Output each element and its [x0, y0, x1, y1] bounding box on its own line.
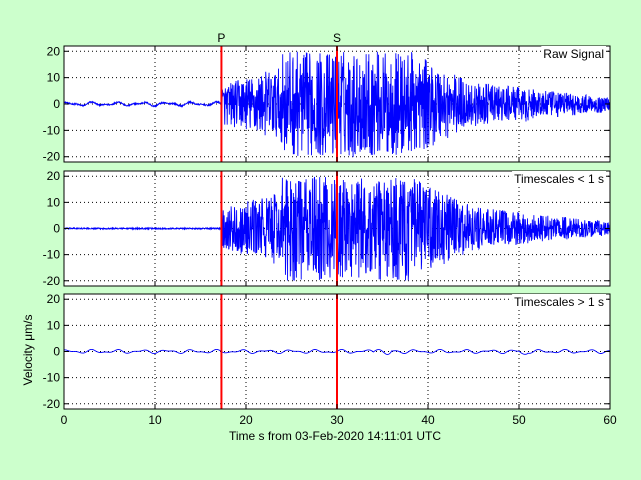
y-axis-label: Velocity μm/s	[21, 315, 35, 386]
panel-1: -20 -10 0 10 20 Raw Signal P S	[43, 31, 611, 164]
y-tick-label: -20	[43, 150, 61, 164]
x-tick-label: 40	[421, 413, 435, 427]
panel-2: -20 -10 0 10 20 Timescales < 1 s	[43, 169, 611, 288]
phase-label-p: P	[217, 31, 225, 45]
y-tick-label: 0	[53, 222, 60, 236]
y-tick-label: -10	[43, 123, 61, 137]
panel-label-background	[512, 294, 606, 310]
y-tick-label: -10	[43, 248, 61, 262]
y-tick-label: 0	[53, 97, 60, 111]
x-axis-label: Time s from 03-Feb-2020 14:11:01 UTC	[229, 429, 441, 443]
y-tick-label: 10	[47, 318, 61, 332]
x-tick-label: 0	[61, 413, 68, 427]
panel-label-background	[512, 171, 606, 187]
panel-label: Timescales < 1 s	[514, 172, 604, 186]
phase-label-s: S	[333, 31, 341, 45]
panel-3: -20 -10 0 10 20 0 10 20 30 40 50 60 Timescales > 1 s	[43, 292, 617, 427]
y-tick-label: 20	[47, 44, 61, 58]
y-tick-label: 10	[47, 195, 61, 209]
panel-label-background	[541, 46, 606, 62]
panel-label: Timescales > 1 s	[514, 295, 604, 309]
panel-label: Raw Signal	[543, 47, 604, 61]
x-tick-label: 30	[330, 413, 344, 427]
y-tick-label: 0	[53, 345, 60, 359]
y-tick-label: -10	[43, 371, 61, 385]
x-tick-label: 50	[512, 413, 526, 427]
y-tick-label: -20	[43, 397, 61, 411]
y-tick-label: 20	[47, 169, 61, 183]
y-tick-label: -20	[43, 274, 61, 288]
x-tick-label: 20	[239, 413, 253, 427]
y-tick-label: 10	[47, 71, 61, 85]
x-tick-label: 10	[148, 413, 162, 427]
y-tick-label: 20	[47, 292, 61, 306]
x-tick-label: 60	[603, 413, 617, 427]
